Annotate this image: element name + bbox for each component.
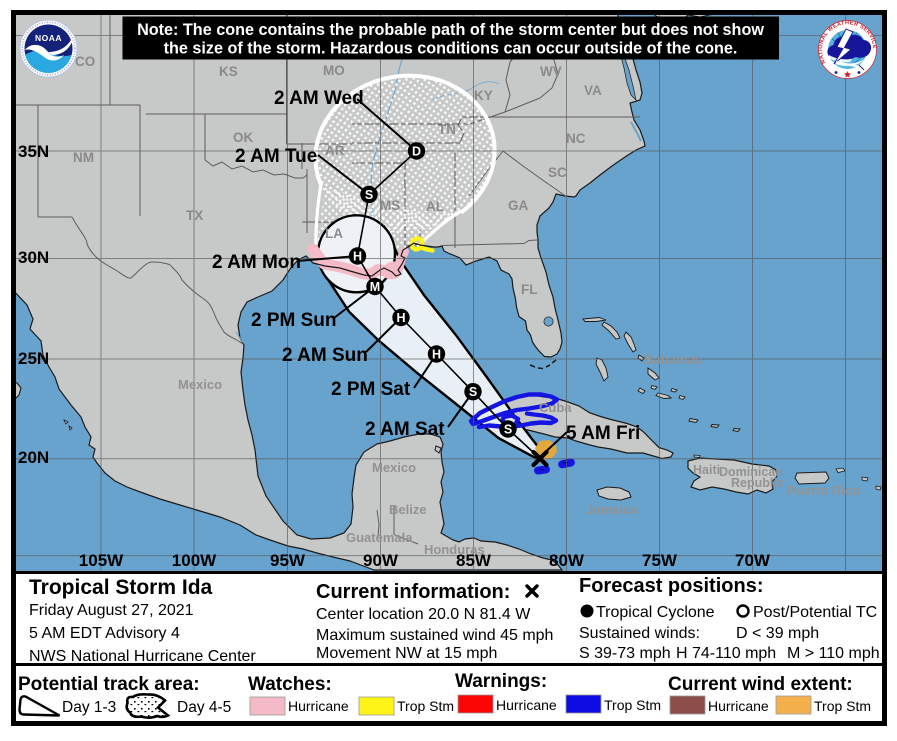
- svg-text:M: M: [370, 280, 380, 294]
- svg-text:Hurricane: Hurricane: [288, 698, 349, 714]
- svg-text:2 AM Sat: 2 AM Sat: [365, 419, 445, 440]
- svg-text:D: D: [412, 145, 421, 159]
- svg-text:Trop Stm: Trop Stm: [604, 697, 661, 713]
- svg-text:75W: 75W: [642, 551, 678, 570]
- svg-text:Hurricane: Hurricane: [708, 698, 769, 714]
- svg-text:Republic: Republic: [731, 476, 784, 490]
- svg-text:Bahamas: Bahamas: [644, 352, 702, 367]
- svg-text:2 AM Wed: 2 AM Wed: [274, 88, 364, 109]
- svg-text:Mexico: Mexico: [372, 460, 416, 475]
- svg-text:20N: 20N: [18, 448, 49, 467]
- svg-text:H: H: [432, 348, 441, 362]
- svg-text:Honduras: Honduras: [424, 542, 485, 557]
- svg-text:MO: MO: [323, 63, 345, 78]
- svg-text:Watches:: Watches:: [248, 674, 332, 695]
- svg-text:NOAA: NOAA: [35, 33, 62, 43]
- svg-text:Maximum sustained wind 45 mph: Maximum sustained wind 45 mph: [316, 627, 553, 644]
- svg-text:Warnings:: Warnings:: [455, 671, 547, 692]
- svg-text:VA: VA: [584, 83, 602, 98]
- svg-text:2 PM Sat: 2 PM Sat: [331, 379, 411, 400]
- svg-text:70W: 70W: [735, 551, 771, 570]
- svg-text:Day 1-3: Day 1-3: [62, 699, 116, 716]
- svg-text:35N: 35N: [18, 142, 49, 161]
- svg-text:OK: OK: [233, 130, 254, 145]
- svg-text:the size of the storm. Hazardo: the size of the storm. Hazardous conditi…: [164, 40, 738, 58]
- svg-text:M > 110 mph: M > 110 mph: [787, 645, 880, 662]
- svg-text:Note: The cone contains the pr: Note: The cone contains the probable pat…: [137, 21, 764, 39]
- svg-text:Post/Potential TC: Post/Potential TC: [753, 604, 877, 621]
- svg-text:Mexico: Mexico: [178, 377, 222, 392]
- svg-text:Dominican: Dominican: [719, 465, 783, 479]
- svg-text:CO: CO: [75, 54, 95, 69]
- svg-text:Friday August 27, 2021: Friday August 27, 2021: [29, 602, 194, 619]
- svg-text:5 AM Fri: 5 AM Fri: [566, 423, 640, 444]
- svg-text:S: S: [469, 385, 477, 399]
- svg-text:Haiti: Haiti: [693, 463, 720, 477]
- svg-text:WV: WV: [540, 64, 562, 79]
- svg-text:S: S: [365, 188, 373, 202]
- svg-text:30N: 30N: [18, 248, 49, 267]
- svg-text:2 AM Mon: 2 AM Mon: [212, 252, 301, 273]
- svg-text:FL: FL: [521, 282, 538, 297]
- svg-text:90W: 90W: [363, 551, 399, 570]
- svg-text:95W: 95W: [270, 551, 306, 570]
- svg-text:TN: TN: [438, 122, 456, 137]
- svg-text:Puerto Rico: Puerto Rico: [787, 483, 860, 498]
- svg-text:D < 39 mph: D < 39 mph: [736, 625, 819, 642]
- svg-text:Trop Stm: Trop Stm: [397, 698, 454, 714]
- svg-text:Belize: Belize: [389, 502, 427, 517]
- svg-text:Center location 20.0 N 81.4 W: Center location 20.0 N 81.4 W: [316, 606, 531, 623]
- svg-text:Movement NW at 15 mph: Movement NW at 15 mph: [316, 645, 497, 662]
- svg-text:2 AM Tue: 2 AM Tue: [235, 146, 317, 167]
- svg-text:Sustained winds:: Sustained winds:: [579, 625, 700, 642]
- svg-text:GA: GA: [508, 198, 529, 213]
- svg-text:80W: 80W: [549, 551, 585, 570]
- svg-text:AR: AR: [325, 143, 345, 158]
- svg-text:Trop Stm: Trop Stm: [814, 698, 871, 714]
- svg-text:105W: 105W: [79, 551, 124, 570]
- svg-text:Current wind extent:: Current wind extent:: [668, 674, 853, 695]
- svg-text:KS: KS: [219, 64, 238, 79]
- svg-text:Cuba: Cuba: [539, 400, 572, 415]
- svg-text:Potential track area:: Potential track area:: [18, 674, 200, 695]
- svg-text:H 74-110 mph: H 74-110 mph: [676, 645, 776, 662]
- svg-text:NC: NC: [566, 131, 586, 146]
- svg-text:AL: AL: [426, 199, 444, 214]
- svg-text:H: H: [396, 311, 405, 325]
- svg-text:NWS National Hurricane Center: NWS National Hurricane Center: [29, 648, 256, 665]
- svg-text:Jamaica: Jamaica: [586, 502, 638, 517]
- svg-text:NM: NM: [73, 150, 94, 165]
- svg-text:Tropical Cyclone: Tropical Cyclone: [596, 604, 715, 621]
- svg-text:SC: SC: [548, 165, 567, 180]
- svg-text:2 PM Sun: 2 PM Sun: [251, 310, 337, 331]
- svg-text:2 AM Sun: 2 AM Sun: [282, 345, 368, 366]
- svg-text:5 AM EDT Advisory 4: 5 AM EDT Advisory 4: [29, 625, 180, 642]
- svg-text:25N: 25N: [18, 349, 49, 368]
- svg-text:Current information:: Current information:: [316, 581, 510, 603]
- svg-text:H: H: [353, 250, 362, 264]
- svg-text:100W: 100W: [172, 551, 217, 570]
- svg-text:Day 4-5: Day 4-5: [177, 699, 231, 716]
- svg-text:TX: TX: [186, 208, 203, 223]
- svg-text:KY: KY: [474, 88, 493, 103]
- svg-text:Tropical Storm Ida: Tropical Storm Ida: [29, 576, 213, 599]
- svg-text:MS: MS: [380, 198, 400, 213]
- svg-text:S: S: [504, 423, 512, 437]
- svg-text:Hurricane: Hurricane: [496, 697, 557, 713]
- svg-text:Forecast positions:: Forecast positions:: [579, 575, 763, 597]
- svg-text:LA: LA: [325, 226, 343, 241]
- svg-text:S 39-73 mph: S 39-73 mph: [579, 645, 671, 662]
- svg-text:Guatemala: Guatemala: [346, 530, 413, 545]
- svg-text:85W: 85W: [456, 551, 492, 570]
